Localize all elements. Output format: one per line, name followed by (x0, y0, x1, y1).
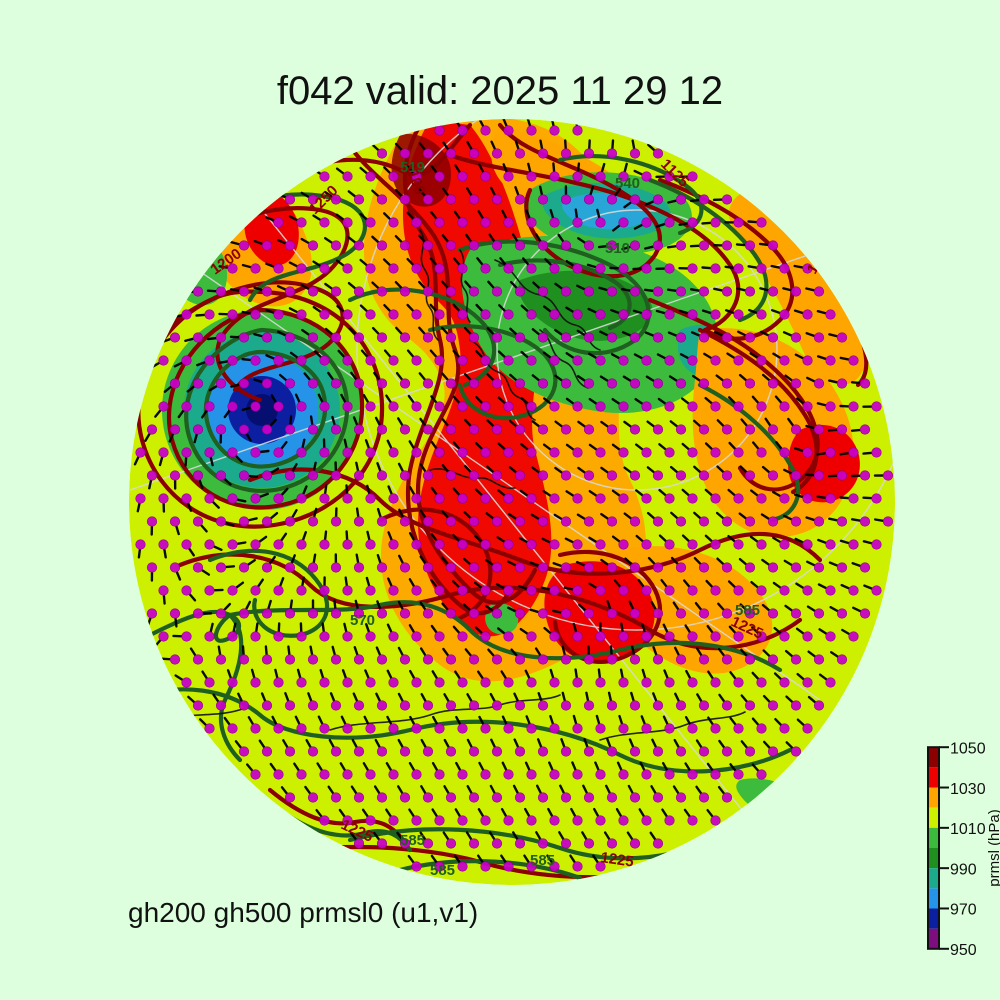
svg-text:585: 585 (735, 602, 760, 619)
svg-text:570: 570 (350, 612, 375, 629)
svg-text:510: 510 (605, 240, 630, 257)
svg-text:585: 585 (530, 852, 555, 869)
svg-text:540: 540 (615, 175, 640, 192)
svg-text:585: 585 (400, 832, 425, 849)
svg-text:gh200 gh500 prmsl0 (u1,v1): gh200 gh500 prmsl0 (u1,v1) (128, 897, 478, 928)
svg-text:1010: 1010 (950, 821, 986, 838)
svg-text:519: 519 (400, 159, 425, 176)
svg-text:1030: 1030 (950, 781, 986, 798)
svg-text:585: 585 (430, 862, 455, 879)
svg-text:f042 valid: 2025 11 29 12: f042 valid: 2025 11 29 12 (277, 69, 723, 113)
svg-text:prmsl (hPa): prmsl (hPa) (986, 809, 1000, 887)
svg-text:950: 950 (950, 942, 977, 959)
svg-text:990: 990 (950, 861, 977, 878)
svg-text:970: 970 (950, 902, 977, 919)
svg-text:1050: 1050 (950, 741, 986, 758)
